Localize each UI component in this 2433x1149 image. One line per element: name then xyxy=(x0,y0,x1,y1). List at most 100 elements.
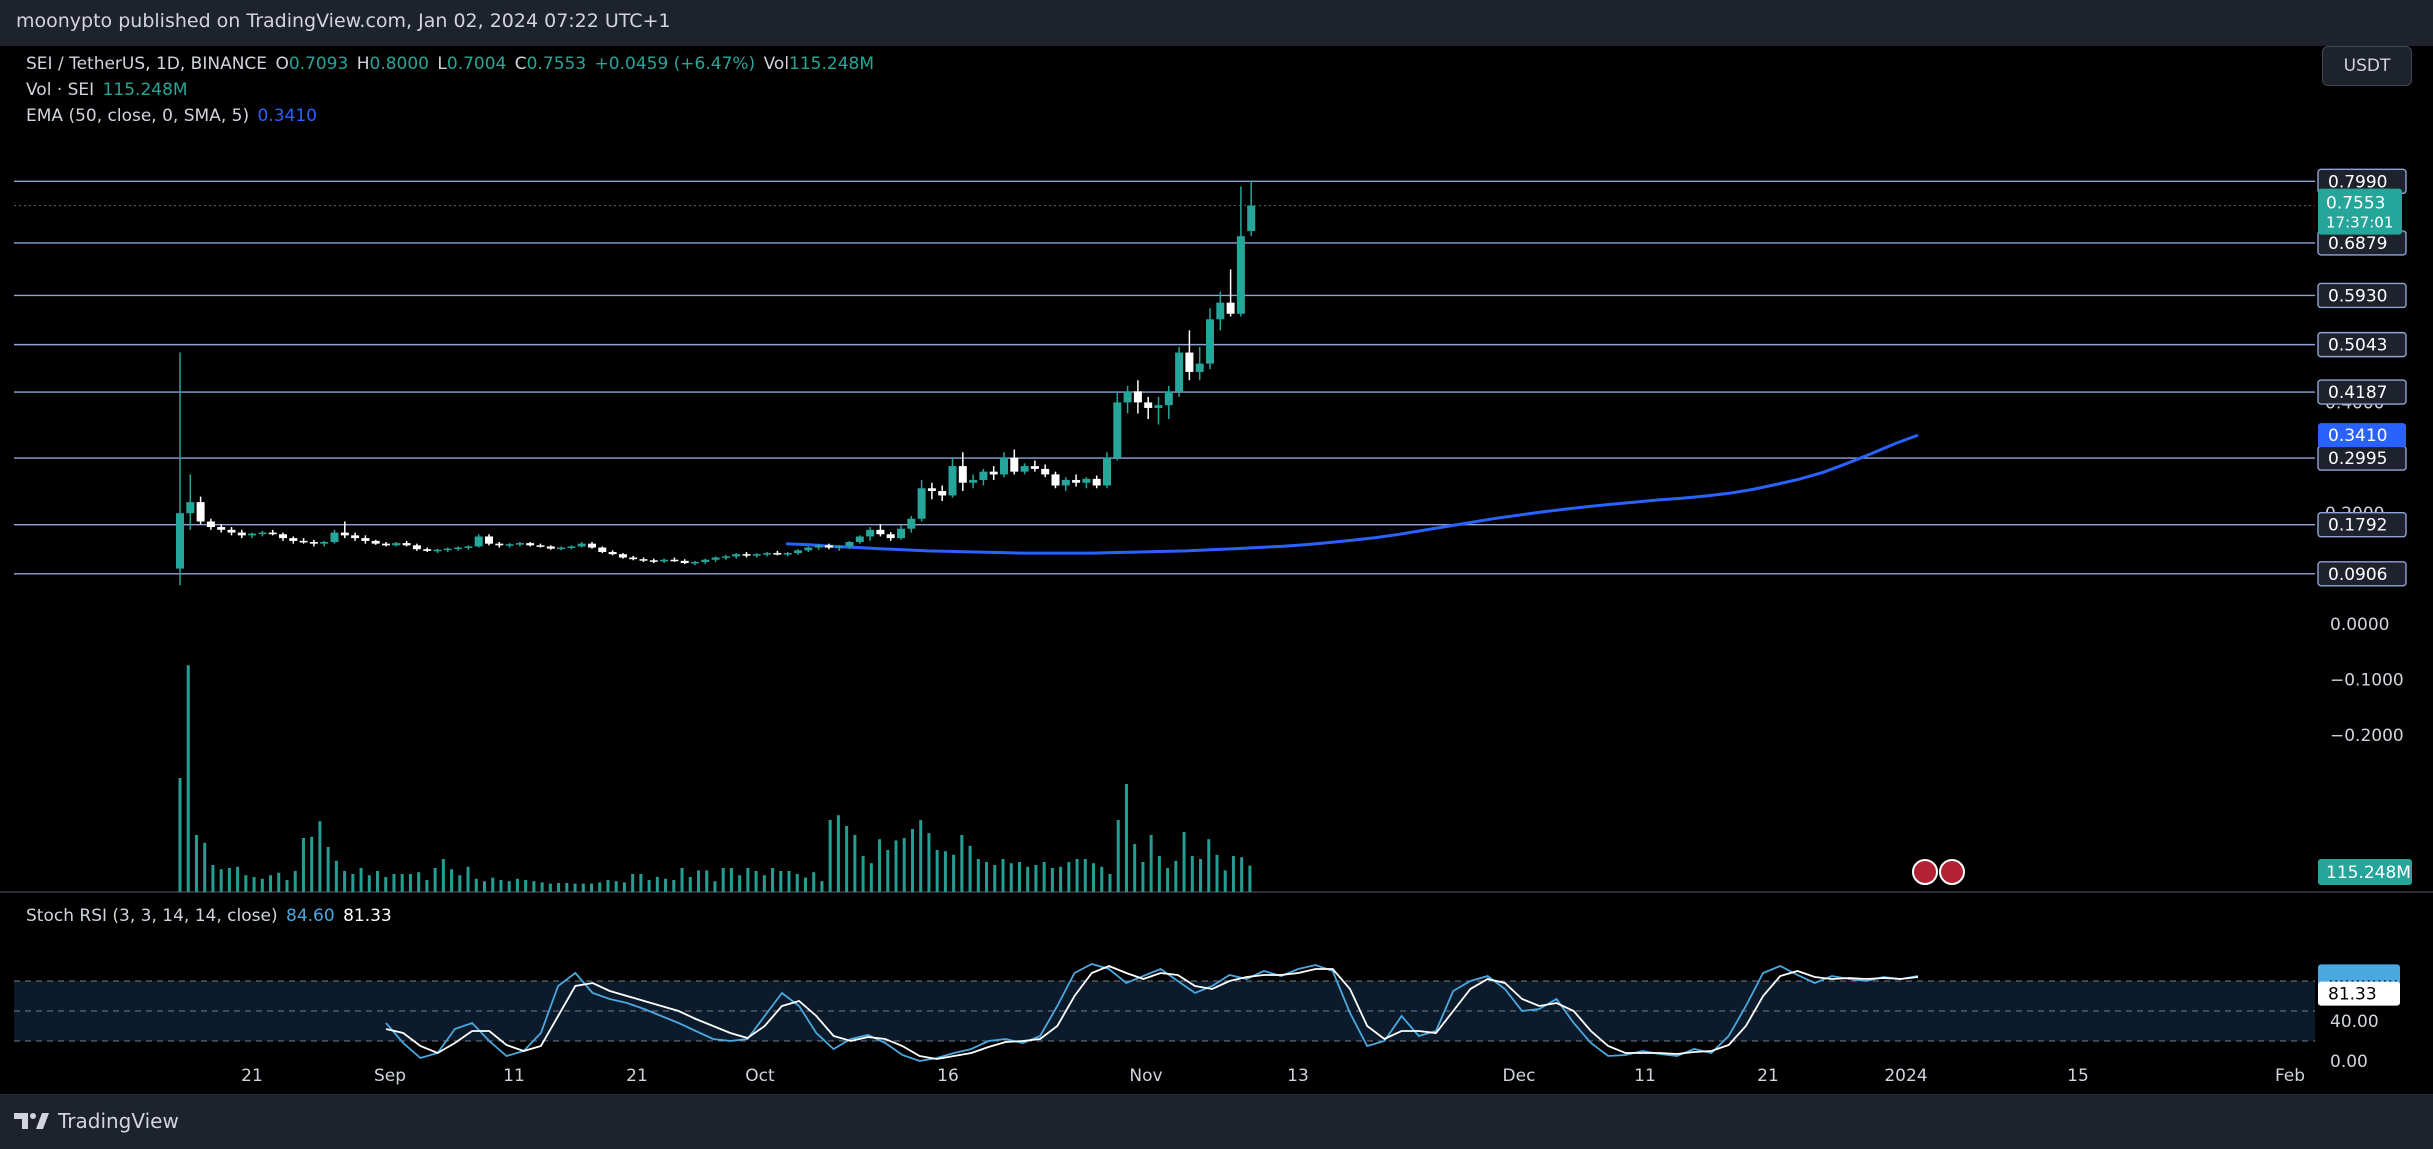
candle-body xyxy=(1041,468,1050,475)
stoch-k-line xyxy=(385,963,1919,1062)
volume-bar xyxy=(491,877,495,892)
candle-body xyxy=(1000,457,1008,475)
volume-bar xyxy=(993,865,997,892)
volume-bar xyxy=(680,868,684,892)
volume-label[interactable]: Vol · SEI xyxy=(26,80,95,100)
candle-body xyxy=(1195,363,1204,372)
volume-bar xyxy=(1017,862,1021,892)
time-axis-label: 21 xyxy=(626,1066,648,1086)
candle-body xyxy=(794,550,802,554)
volume-bar xyxy=(622,882,626,892)
volume-bar xyxy=(1248,865,1252,892)
candle-body xyxy=(1072,479,1081,483)
candle-body xyxy=(639,559,648,561)
chart-area[interactable]: 0.40000.30000.20000.0000−0.1000−0.20000.… xyxy=(0,46,2433,1094)
volume-bar xyxy=(647,880,651,892)
volume-bar xyxy=(1100,866,1104,892)
volume-bar xyxy=(318,821,322,892)
candle-body xyxy=(258,532,267,535)
candle-body xyxy=(691,561,699,564)
volume-bar xyxy=(565,883,569,892)
open-value: 0.7093 xyxy=(288,54,349,74)
volume-bar xyxy=(910,829,914,892)
symbol-label[interactable]: SEI / TetherUS, 1D, BINANCE xyxy=(26,54,268,74)
volume-bar xyxy=(326,847,330,892)
currency-button[interactable]: USDT xyxy=(2322,46,2412,86)
candle-body xyxy=(309,542,318,544)
volume-bar xyxy=(1133,844,1137,892)
volume-bar xyxy=(1199,859,1203,892)
time-axis-label: Nov xyxy=(1129,1066,1162,1086)
low-label: L xyxy=(437,54,447,74)
candle-body xyxy=(855,536,864,543)
volume-bar xyxy=(696,870,700,892)
chart-svg[interactable]: 0.40000.30000.20000.0000−0.1000−0.20000.… xyxy=(0,46,2433,1094)
candle-body xyxy=(1185,352,1194,372)
last-price-label: 0.7553 xyxy=(2326,194,2385,214)
candle-body xyxy=(989,471,998,475)
footer: TradingView xyxy=(0,1094,2433,1149)
countdown-label: 17:37:01 xyxy=(2326,214,2393,232)
volume-bar xyxy=(1042,862,1046,892)
ema-label[interactable]: EMA (50, close, 0, SMA, 5) xyxy=(26,106,250,126)
volume-bar xyxy=(705,870,709,892)
volume-bar xyxy=(836,815,840,892)
candle-body xyxy=(371,540,380,544)
candle-body xyxy=(938,491,947,496)
volume-bar xyxy=(334,860,338,892)
close-label: C xyxy=(514,54,527,74)
level-badge-label: 0.7990 xyxy=(2328,172,2387,192)
volume-bar xyxy=(532,881,536,892)
volume-bar xyxy=(499,880,503,892)
candle-body xyxy=(969,479,978,483)
candle-body xyxy=(701,559,710,562)
candle-body xyxy=(917,488,926,519)
candle-body xyxy=(1133,391,1142,403)
volume-bar xyxy=(1124,784,1128,892)
candle-body xyxy=(433,549,442,552)
volume-bar xyxy=(548,883,552,892)
candle-body xyxy=(1082,478,1091,483)
ema-badge-label: 0.3410 xyxy=(2328,426,2387,446)
candle-body xyxy=(1051,474,1060,486)
time-axis-label: 13 xyxy=(1287,1066,1309,1086)
volume-bar xyxy=(384,877,388,892)
volume-bar xyxy=(960,835,964,892)
vol-label: Vol xyxy=(763,54,790,74)
volume-bar xyxy=(178,778,182,892)
candle-body xyxy=(629,557,638,560)
level-badge-label: 0.4187 xyxy=(2328,383,2387,403)
candle-body xyxy=(1206,319,1214,364)
volume-bar xyxy=(1116,820,1120,892)
volume-bar xyxy=(943,851,947,892)
candle-body xyxy=(1247,205,1256,232)
candle-body xyxy=(320,542,329,544)
candle-body xyxy=(1010,457,1019,472)
candle-body xyxy=(279,534,287,539)
candle-body xyxy=(536,545,545,547)
tradingview-logo-text: TradingView xyxy=(58,1109,179,1133)
open-label: O xyxy=(275,54,289,74)
time-axis-label: Oct xyxy=(745,1066,775,1086)
stoch-d-badge xyxy=(2318,981,2400,1006)
currency-label: USDT xyxy=(2343,56,2391,76)
candle-body xyxy=(1123,391,1132,403)
candle-body xyxy=(958,466,967,483)
time-axis-label: 15 xyxy=(2067,1066,2089,1086)
volume-bar xyxy=(203,842,207,892)
volume-bar xyxy=(483,881,487,892)
published-info: moonypto published on TradingView.com, J… xyxy=(16,10,671,32)
candle-body xyxy=(392,543,401,546)
volume-bar xyxy=(952,854,956,892)
volume-bar xyxy=(688,877,692,892)
candle-body xyxy=(804,547,813,551)
price-axis-tick: −0.2000 xyxy=(2330,726,2404,746)
volume-bar xyxy=(878,839,882,892)
volume-bar xyxy=(779,871,783,892)
tradingview-logo[interactable]: TradingView xyxy=(14,1109,179,1133)
stoch-label[interactable]: Stoch RSI (3, 3, 14, 14, close) xyxy=(26,906,278,926)
level-badge-label: 0.5043 xyxy=(2328,336,2387,356)
candle-body xyxy=(979,471,988,480)
volume-bar xyxy=(713,881,717,892)
candle-body xyxy=(474,536,483,547)
